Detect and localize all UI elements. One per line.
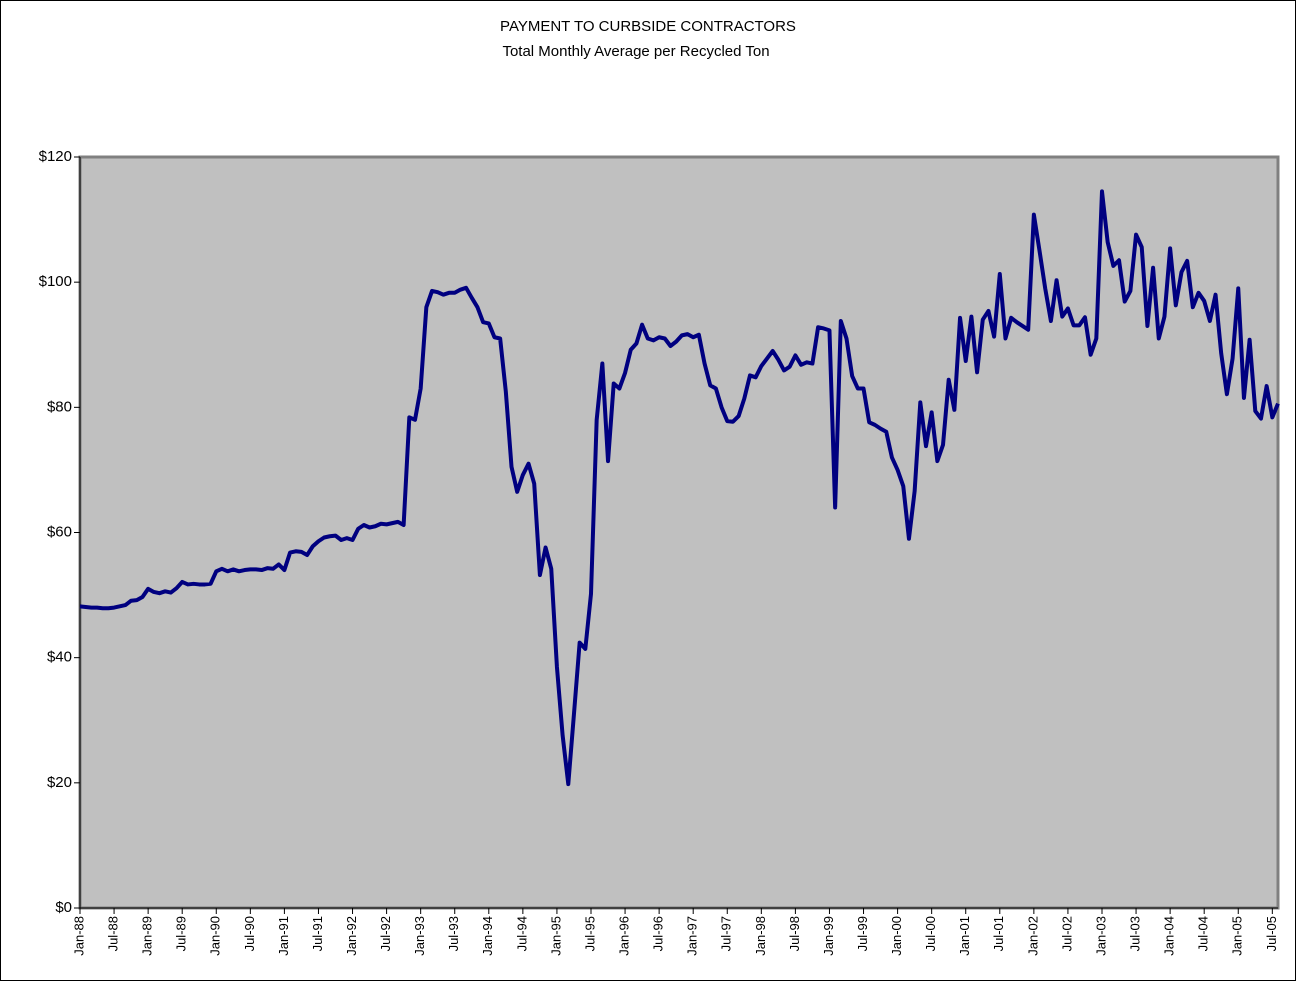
x-tick-label: Jul-01 xyxy=(991,916,1006,951)
x-tick-label: Jul-94 xyxy=(514,916,529,951)
x-tick-label: Jul-04 xyxy=(1196,916,1211,951)
x-tick-label: Jul-05 xyxy=(1264,916,1279,951)
y-tick-label: $120 xyxy=(39,148,72,165)
x-tick-label: Jan-91 xyxy=(276,916,291,956)
x-tick-label: Jan-05 xyxy=(1230,916,1245,956)
x-tick-label: Jan-99 xyxy=(821,916,836,956)
x-tick-label: Jan-92 xyxy=(344,916,359,956)
x-tick-label: Jan-01 xyxy=(957,916,972,956)
x-tick-label: Jan-97 xyxy=(685,916,700,956)
line-series xyxy=(79,189,1280,787)
x-tick-label: Jul-95 xyxy=(582,916,597,951)
x-tick-label: Jan-03 xyxy=(1093,916,1108,956)
x-tick-label: Jul-90 xyxy=(242,916,257,951)
y-tick-label: $40 xyxy=(47,649,72,666)
x-tick-label: Jul-96 xyxy=(651,916,666,951)
x-tick-label: Jan-00 xyxy=(889,916,904,956)
x-tick-label: Jul-98 xyxy=(787,916,802,951)
x-tick-label: Jan-88 xyxy=(71,916,86,956)
x-tick-label: Jul-92 xyxy=(378,916,393,951)
y-tick-label: $0 xyxy=(55,899,72,916)
x-tick-label: Jan-94 xyxy=(480,916,495,956)
x-tick-label: Jul-91 xyxy=(310,916,325,951)
x-tick-label: Jan-96 xyxy=(616,916,631,956)
x-tick-label: Jan-93 xyxy=(412,916,427,956)
x-tick-label: Jan-04 xyxy=(1162,916,1177,956)
x-tick-label: Jul-00 xyxy=(923,916,938,951)
x-tick-label: Jan-95 xyxy=(548,916,563,956)
y-tick-label: $60 xyxy=(47,523,72,540)
x-tick-label: Jan-98 xyxy=(753,916,768,956)
chart-subtitle: Total Monthly Average per Recycled Ton xyxy=(502,43,769,60)
y-tick-label: $80 xyxy=(47,398,72,415)
x-tick-label: Jan-90 xyxy=(208,916,223,956)
x-tick-label: Jul-02 xyxy=(1059,916,1074,951)
x-tick-label: Jul-88 xyxy=(106,916,121,951)
x-tick-label: Jul-99 xyxy=(855,916,870,951)
x-tick-label: Jan-02 xyxy=(1025,916,1040,956)
plot-area xyxy=(78,155,1280,910)
x-tick-label: Jul-93 xyxy=(446,916,461,951)
y-tick-label: $100 xyxy=(39,273,72,290)
chart-title: PAYMENT TO CURBSIDE CONTRACTORS xyxy=(500,18,796,35)
x-tick-label: Jul-03 xyxy=(1127,916,1142,951)
x-tick-label: Jul-89 xyxy=(174,916,189,951)
x-tick-label: Jul-97 xyxy=(719,916,734,951)
y-tick-label: $20 xyxy=(47,774,72,791)
x-tick-label: Jan-89 xyxy=(140,916,155,956)
